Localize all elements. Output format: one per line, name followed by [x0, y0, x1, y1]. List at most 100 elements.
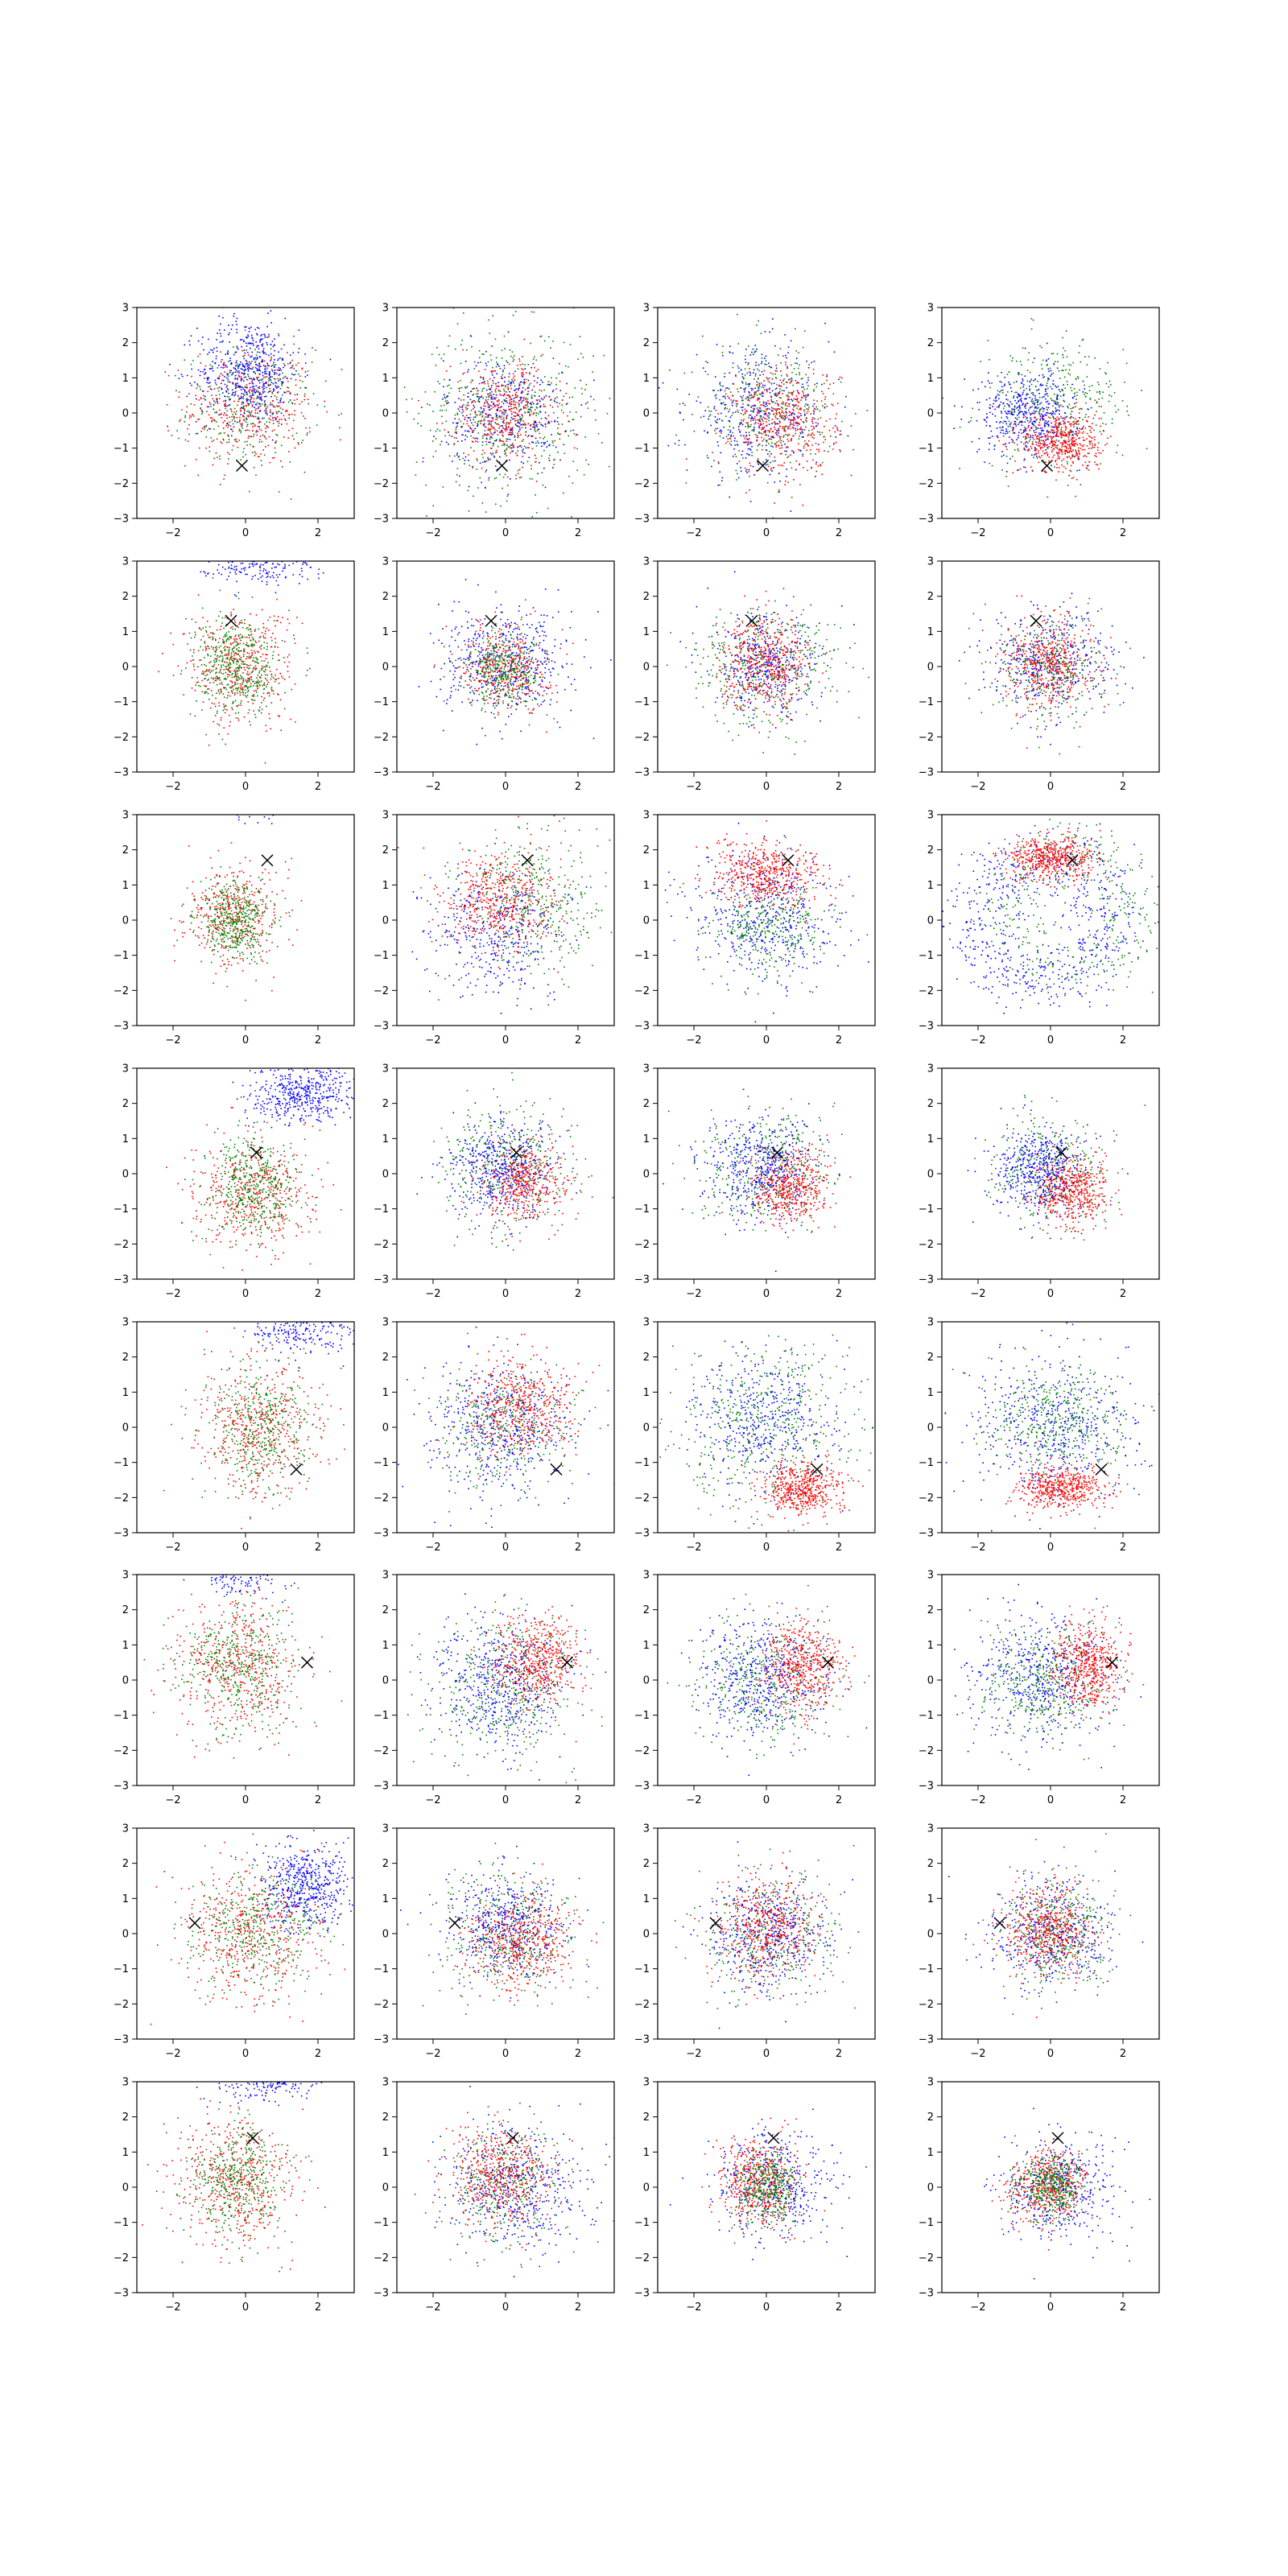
data-point — [484, 433, 485, 436]
data-point — [197, 340, 200, 342]
data-point — [1055, 401, 1057, 403]
data-point — [495, 397, 497, 398]
data-point — [227, 422, 229, 424]
data-point — [554, 401, 555, 402]
data-point — [525, 434, 526, 436]
data-point — [266, 414, 268, 416]
data-point — [748, 417, 749, 419]
data-point — [1085, 456, 1088, 458]
data-point — [748, 440, 750, 443]
data-point — [574, 387, 576, 389]
data-point — [521, 414, 523, 416]
data-point — [780, 464, 782, 466]
data-point — [986, 413, 988, 415]
data-point — [277, 415, 279, 418]
data-point — [254, 328, 256, 331]
data-point — [468, 510, 470, 512]
data-point — [1141, 390, 1142, 391]
data-point — [521, 397, 522, 399]
data-point — [495, 406, 497, 407]
data-point — [489, 332, 491, 334]
data-point — [506, 400, 507, 402]
data-point — [753, 407, 754, 410]
data-point — [498, 431, 501, 433]
data-point — [257, 416, 259, 418]
data-point — [558, 373, 560, 375]
data-point — [741, 450, 744, 452]
data-point — [1055, 398, 1058, 401]
data-point — [501, 418, 503, 420]
data-point — [719, 398, 720, 401]
data-point — [228, 396, 230, 398]
data-point — [279, 378, 281, 380]
data-point — [800, 428, 802, 431]
data-point — [270, 348, 272, 350]
data-point — [507, 389, 510, 390]
data-point — [498, 365, 500, 367]
data-point — [716, 441, 719, 443]
data-point — [220, 351, 221, 353]
data-point — [735, 374, 737, 376]
data-point — [262, 365, 265, 366]
data-point — [763, 431, 766, 432]
data-point — [799, 520, 801, 522]
data-point — [243, 374, 245, 376]
data-point — [234, 439, 236, 441]
data-point — [487, 406, 489, 408]
data-point — [298, 348, 300, 349]
data-point — [227, 426, 229, 428]
data-point — [1001, 469, 1003, 471]
data-point — [838, 378, 840, 381]
data-point — [563, 411, 564, 414]
data-point — [840, 430, 841, 432]
data-point — [278, 374, 280, 377]
data-point — [216, 438, 218, 440]
data-point — [753, 418, 756, 419]
data-point — [484, 402, 486, 403]
data-point — [777, 435, 779, 436]
data-point — [795, 362, 796, 364]
data-point — [778, 392, 779, 394]
data-point — [269, 411, 271, 413]
data-point — [1052, 443, 1054, 445]
data-point — [478, 398, 481, 399]
data-point — [782, 415, 784, 417]
data-point — [786, 416, 788, 419]
data-point — [799, 463, 800, 465]
data-point — [806, 360, 807, 362]
data-point — [274, 447, 276, 449]
data-point — [242, 363, 243, 365]
data-point — [525, 427, 526, 429]
data-point — [806, 412, 808, 415]
data-point — [250, 343, 253, 345]
data-point — [808, 440, 810, 442]
data-point — [499, 456, 501, 458]
data-point — [507, 331, 510, 333]
data-point — [1067, 384, 1068, 386]
data-point — [415, 474, 417, 476]
data-point — [467, 402, 469, 404]
data-point — [244, 326, 246, 328]
data-point — [271, 392, 274, 394]
data-point — [1055, 403, 1058, 405]
data-point — [235, 351, 237, 353]
data-point — [1019, 361, 1022, 362]
data-point — [266, 344, 268, 345]
data-point — [248, 390, 250, 392]
data-point — [717, 485, 720, 486]
data-point — [505, 430, 507, 431]
data-point — [506, 427, 508, 428]
data-point — [1026, 441, 1027, 443]
data-point — [468, 431, 470, 432]
data-point — [762, 405, 765, 407]
data-point — [208, 368, 211, 369]
data-point — [300, 442, 303, 444]
data-point — [495, 477, 497, 479]
data-point — [460, 399, 462, 401]
data-point — [1113, 392, 1116, 394]
data-point — [256, 378, 258, 380]
data-point — [765, 444, 767, 447]
data-point — [798, 352, 799, 353]
data-point — [520, 418, 522, 419]
data-point — [228, 392, 229, 394]
